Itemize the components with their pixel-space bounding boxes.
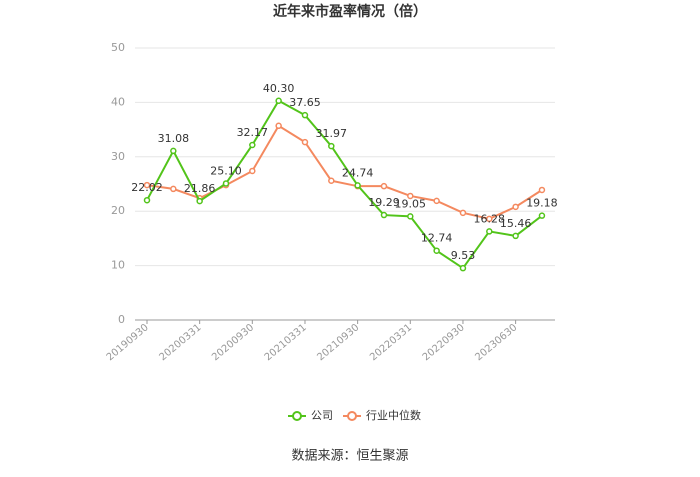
x-tick-label: 20190930 <box>105 322 151 363</box>
x-tick-label: 20220331 <box>368 322 414 363</box>
point <box>459 264 467 272</box>
chart-title: 近年来市盈率情况（倍） <box>273 3 427 20</box>
point <box>380 182 388 190</box>
legend-label: 行业中位数 <box>366 408 421 422</box>
point <box>354 182 361 189</box>
data-label: 32.17 <box>237 126 269 139</box>
x-tick-label: 20200331 <box>157 322 203 363</box>
point <box>222 180 230 187</box>
x-tick-label: 20230630 <box>473 322 519 363</box>
legend-marker <box>347 411 357 421</box>
data-label: 19.05 <box>395 197 427 210</box>
point <box>143 181 151 189</box>
point <box>249 141 256 149</box>
y-tick-label: 10 <box>111 259 125 272</box>
point <box>301 111 309 119</box>
legend-marker <box>292 411 302 421</box>
point <box>143 196 151 204</box>
y-tick-label: 40 <box>111 95 125 108</box>
point <box>170 147 177 155</box>
point <box>512 232 519 240</box>
data-label: 19.18 <box>526 197 558 210</box>
point <box>170 185 177 193</box>
data-label: 31.97 <box>316 127 348 140</box>
data-label: 19.29 <box>368 196 400 209</box>
point <box>486 228 493 235</box>
point <box>538 186 546 194</box>
point <box>275 122 282 130</box>
data-label: 16.28 <box>474 212 506 225</box>
source: 数据来源：恒生聚源 <box>291 449 408 464</box>
data-label: 12.74 <box>421 232 453 245</box>
point <box>249 167 256 175</box>
y-tick-label: 20 <box>111 204 125 217</box>
data-label: 40.30 <box>263 82 295 95</box>
x-tick-label: 20210930 <box>315 322 361 363</box>
point <box>433 197 440 205</box>
point <box>380 211 388 219</box>
point <box>275 97 282 105</box>
point <box>459 209 467 217</box>
data-label: 21.86 <box>184 182 216 195</box>
data-label: 25.10 <box>210 164 242 177</box>
data-label: 31.08 <box>158 132 190 145</box>
data-label: 9.53 <box>451 249 476 262</box>
y-tick-label: 0 <box>118 313 125 326</box>
point <box>301 138 309 146</box>
point <box>486 215 493 223</box>
point <box>196 197 203 205</box>
data-label: 24.74 <box>342 166 374 179</box>
legend-label: 公司 <box>311 409 333 422</box>
point <box>433 247 440 254</box>
x-tick-label: 20200930 <box>210 322 256 363</box>
point <box>407 213 414 220</box>
x-tick-label: 20210331 <box>263 322 309 363</box>
y-tick-label: 30 <box>111 150 125 163</box>
point <box>328 177 335 184</box>
y-tick-label: 50 <box>111 41 125 54</box>
point <box>512 203 519 211</box>
point <box>538 212 546 219</box>
x-tick-label: 20220930 <box>421 322 467 363</box>
data-label: 37.65 <box>289 96 321 109</box>
point <box>328 142 335 150</box>
data-label: 22.02 <box>131 181 163 194</box>
series-line <box>146 99 543 270</box>
data-label: 15.46 <box>500 217 532 230</box>
point <box>407 192 414 200</box>
